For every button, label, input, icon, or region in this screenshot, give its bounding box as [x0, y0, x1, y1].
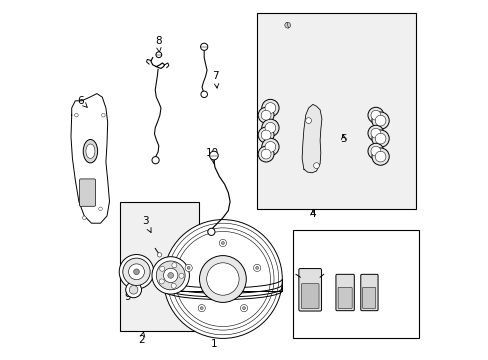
Circle shape: [75, 113, 78, 117]
Circle shape: [242, 307, 245, 310]
Circle shape: [261, 99, 279, 117]
Text: 1: 1: [210, 332, 219, 349]
Circle shape: [370, 110, 380, 120]
Circle shape: [179, 273, 183, 278]
Circle shape: [160, 266, 164, 271]
Circle shape: [99, 207, 102, 211]
Text: 2: 2: [138, 332, 145, 345]
Circle shape: [371, 130, 388, 147]
Polygon shape: [302, 104, 321, 173]
Circle shape: [82, 216, 86, 220]
Circle shape: [167, 273, 173, 278]
Circle shape: [261, 110, 270, 120]
Circle shape: [209, 151, 218, 160]
Circle shape: [152, 157, 159, 164]
Circle shape: [367, 107, 383, 123]
Circle shape: [370, 128, 380, 138]
Circle shape: [258, 127, 273, 143]
Circle shape: [370, 146, 380, 156]
Circle shape: [255, 266, 258, 269]
Circle shape: [371, 112, 388, 129]
Circle shape: [184, 264, 192, 271]
Circle shape: [128, 264, 144, 280]
Ellipse shape: [86, 144, 95, 158]
Circle shape: [156, 261, 185, 290]
Text: 7: 7: [212, 71, 219, 88]
Circle shape: [133, 269, 139, 275]
Circle shape: [305, 118, 311, 123]
Text: 6: 6: [77, 96, 87, 107]
Text: 8: 8: [155, 36, 161, 52]
Circle shape: [159, 279, 164, 284]
Circle shape: [313, 163, 319, 168]
Circle shape: [187, 266, 190, 269]
Circle shape: [264, 103, 275, 113]
Circle shape: [171, 283, 176, 288]
Circle shape: [163, 220, 282, 338]
FancyBboxPatch shape: [360, 274, 377, 311]
Circle shape: [240, 305, 247, 312]
Circle shape: [200, 307, 203, 310]
Circle shape: [264, 141, 275, 152]
Circle shape: [261, 138, 279, 156]
FancyBboxPatch shape: [335, 274, 354, 311]
Circle shape: [261, 119, 279, 136]
Circle shape: [206, 263, 239, 295]
Circle shape: [163, 268, 178, 283]
FancyBboxPatch shape: [337, 287, 351, 309]
Circle shape: [261, 130, 270, 140]
Circle shape: [374, 133, 385, 144]
Circle shape: [367, 143, 383, 159]
Circle shape: [152, 257, 189, 294]
FancyBboxPatch shape: [301, 284, 318, 309]
Circle shape: [102, 113, 105, 117]
Bar: [257, 13, 415, 209]
Circle shape: [119, 255, 153, 289]
Circle shape: [221, 242, 224, 244]
Circle shape: [258, 146, 273, 162]
Circle shape: [207, 228, 215, 235]
Text: 3: 3: [142, 216, 151, 233]
Text: 4: 4: [309, 209, 316, 219]
Circle shape: [156, 52, 162, 58]
Circle shape: [264, 122, 275, 133]
Ellipse shape: [83, 140, 98, 163]
Bar: [292, 230, 418, 338]
Circle shape: [374, 151, 385, 162]
Circle shape: [171, 263, 177, 268]
Circle shape: [371, 148, 388, 165]
Text: 5: 5: [340, 134, 346, 144]
Circle shape: [199, 256, 246, 302]
Circle shape: [367, 125, 383, 141]
Circle shape: [129, 285, 138, 294]
Circle shape: [157, 253, 162, 257]
Text: 10: 10: [205, 148, 218, 163]
FancyBboxPatch shape: [298, 269, 321, 311]
Bar: [120, 202, 199, 331]
Circle shape: [219, 239, 226, 247]
Circle shape: [122, 258, 150, 285]
Circle shape: [198, 305, 205, 312]
FancyBboxPatch shape: [80, 179, 95, 206]
Circle shape: [201, 91, 207, 98]
Circle shape: [284, 22, 290, 28]
Polygon shape: [71, 94, 109, 223]
Circle shape: [200, 43, 207, 50]
FancyBboxPatch shape: [362, 287, 375, 309]
Circle shape: [125, 282, 141, 298]
Text: 9: 9: [124, 286, 131, 302]
Circle shape: [374, 115, 385, 126]
Circle shape: [253, 264, 260, 271]
Circle shape: [261, 149, 270, 159]
Circle shape: [258, 107, 273, 123]
